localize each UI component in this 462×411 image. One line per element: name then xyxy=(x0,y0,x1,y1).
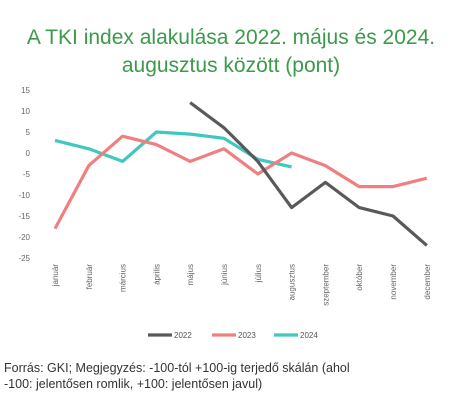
x-tick-label: július xyxy=(254,264,263,283)
x-axis: január február március április május június jú… xyxy=(51,264,432,306)
y-tick-label: -10 xyxy=(18,191,30,200)
x-tick-label: április xyxy=(152,264,161,285)
x-tick-label: január xyxy=(51,264,60,288)
legend-label-2022: 2022 xyxy=(174,331,192,340)
x-tick-label: február xyxy=(85,264,94,290)
x-tick-label: november xyxy=(389,264,398,300)
x-tick-label: szeptember xyxy=(321,264,330,306)
y-tick-label: -15 xyxy=(18,212,30,221)
legend-label-2024: 2024 xyxy=(300,331,318,340)
x-tick-label: október xyxy=(355,264,364,291)
chart-title-line-2: augusztus között (pont) xyxy=(121,54,341,77)
y-tick-label: 10 xyxy=(21,107,30,116)
y-axis: 15 10 5 0 -5 -10 -15 -20 -25 xyxy=(18,86,30,263)
y-tick-label: 15 xyxy=(21,86,30,95)
x-tick-label: június xyxy=(220,264,229,286)
y-tick-label: 0 xyxy=(26,149,31,158)
x-tick-label: május xyxy=(186,264,195,285)
legend-label-2023: 2023 xyxy=(238,331,256,340)
footnote-line-2: -100: jelentősen romlik, +100: jelentőse… xyxy=(4,377,263,391)
series-line-2023 xyxy=(53,134,428,230)
series-lines xyxy=(53,101,428,247)
x-tick-label: augusztus xyxy=(288,264,297,300)
y-tick-label: -20 xyxy=(18,233,30,242)
y-tick-label: 5 xyxy=(26,128,31,137)
legend: 2022 2023 2024 xyxy=(148,331,318,340)
footnote-line-1: Forrás: GKI; Megjegyzés: -100-tól +100-i… xyxy=(4,361,350,375)
x-tick-label: március xyxy=(119,264,128,292)
y-tick-label: -25 xyxy=(18,254,30,263)
chart-title-line-1: A TKI index alakulása 2022. május és 202… xyxy=(26,26,436,49)
line-chart: 15 10 5 0 -5 -10 -15 -20 -25 január február márciu… xyxy=(18,86,432,340)
series-line-2022 xyxy=(189,101,428,247)
y-tick-label: -5 xyxy=(23,170,31,179)
footnote: Forrás: GKI; Megjegyzés: -100-tól +100-i… xyxy=(4,360,460,392)
x-tick-label: december xyxy=(423,264,432,300)
